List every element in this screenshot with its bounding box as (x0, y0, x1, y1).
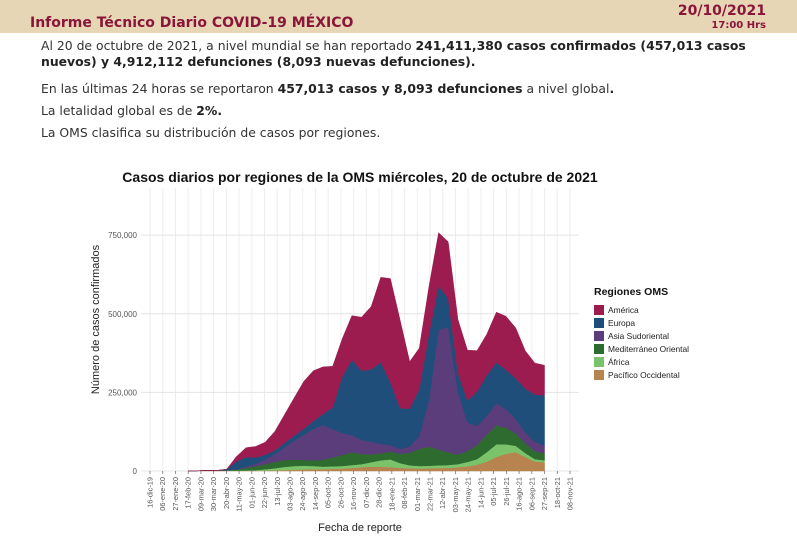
lethality-text: La letalidad global es de (41, 103, 197, 118)
legend-swatch (594, 304, 604, 315)
x-tick-label: 14-sep-20 (311, 477, 320, 510)
report-title: Informe Técnico Diario COVID-19 MÉXICO (30, 15, 354, 31)
oms-paragraph: La OMS clasifica su distribución de caso… (41, 125, 781, 141)
last-24h-suffix: a nivel global (522, 81, 610, 96)
chart-title: Casos diarios por regiones de la OMS mié… (122, 169, 598, 185)
x-tick-label: 01-mar-21 (413, 477, 422, 511)
x-axis-label: Fecha de reporte (318, 522, 402, 534)
x-tick-label: 28-dic-20 (375, 477, 384, 508)
x-tick-label: 06-sep-21 (527, 477, 536, 510)
summary-text: Al 20 de octubre de 2021, a nivel mundia… (41, 38, 416, 53)
last-24h-paragraph: En las últimas 24 horas se reportaron 45… (41, 81, 781, 97)
y-tick-label: 500,000 (108, 310, 137, 319)
summary-highlight: 241,411,380 casos confirmados (457,013 c… (41, 38, 746, 69)
x-tick-label: 30-mar-20 (209, 477, 218, 511)
y-axis-label: Número de casos confirmados (90, 244, 102, 394)
x-tick-label: 03-may-21 (451, 477, 460, 512)
x-tick-label: 24-may-21 (464, 477, 473, 512)
x-tick-label: 01-jun-20 (247, 477, 256, 508)
legend-label: Mediterráneo Oriental (608, 343, 689, 354)
x-tick-label: 27-sep-21 (540, 477, 549, 510)
x-tick-label: 08-feb-21 (400, 477, 409, 509)
y-axis-ticks: 0 250,000 500,000 750,000 (108, 231, 137, 476)
x-tick-label: 06-ene-20 (158, 477, 167, 511)
x-tick-label: 27-ene-20 (171, 477, 180, 511)
legend-swatch (594, 369, 604, 380)
x-tick-label: 16-dic-19 (146, 477, 155, 508)
x-tick-label: 24-ago-20 (298, 477, 307, 511)
last-24h-text: En las últimas 24 horas se reportaron (41, 81, 278, 96)
chart-areas (188, 232, 545, 472)
legend-label: África (608, 356, 630, 367)
summary-paragraph: Al 20 de octubre de 2021, a nivel mundia… (41, 38, 781, 70)
y-tick-label: 250,000 (108, 388, 137, 397)
last-24h-highlight: 457,013 casos y 8,093 defunciones (277, 81, 523, 96)
chart-legend: Regiones OMS América Europa Asia Sudorient… (594, 286, 734, 381)
legend-items: América Europa Asia Sudoriental Mediterráne… (594, 303, 734, 381)
legend-label: América (608, 304, 639, 315)
y-tick-label: 0 (133, 467, 138, 476)
x-tick-label: 03-ago-20 (286, 477, 295, 511)
legend-item: Mediterráneo Oriental (594, 342, 734, 355)
x-tick-label: 26-jul-21 (502, 477, 511, 506)
legend-swatch (594, 356, 604, 367)
header-bar (0, 0, 797, 33)
legend-label: Europa (608, 317, 636, 328)
legend-swatch (594, 343, 604, 354)
x-tick-label: 07-dic-20 (362, 477, 371, 508)
x-axis-ticks: 16-dic-19 06-ene-20 27-ene-20 17-feb-20 09-m… (146, 471, 575, 512)
legend-label: Pacífico Occidental (608, 369, 680, 380)
x-tick-label: 20-abr-20 (222, 477, 231, 509)
x-tick-label: 05-jul-21 (489, 477, 498, 506)
x-tick-label: 18-oct-21 (553, 477, 562, 508)
x-tick-label: 22-mar-21 (426, 477, 435, 511)
x-tick-label: 26-oct-20 (336, 477, 345, 508)
x-tick-label: 08-nov-21 (566, 477, 575, 510)
x-tick-label: 17-feb-20 (184, 477, 193, 509)
oms-text: La OMS clasifica su distribución de caso… (41, 125, 381, 140)
x-tick-label: 09-mar-20 (196, 477, 205, 511)
legend-item: África (594, 355, 734, 368)
legend-title: Regiones OMS (594, 286, 669, 298)
lethality-paragraph: La letalidad global es de 2%. (41, 103, 781, 119)
legend-swatch (594, 330, 604, 341)
x-tick-label: 16-ago-21 (515, 477, 524, 511)
legend-swatch (594, 317, 604, 328)
x-tick-label: 05-oct-20 (324, 477, 333, 508)
lethality-value: 2%. (196, 103, 223, 118)
legend-item: Asia Sudoriental (594, 329, 734, 342)
x-tick-label: 22-jun-20 (260, 477, 269, 508)
x-tick-label: 13-jul-20 (273, 477, 282, 506)
area-series-america (188, 232, 545, 472)
x-tick-label: 11-may-20 (235, 477, 244, 512)
report-time: 17:00 Hrs (711, 20, 766, 31)
y-tick-label: 750,000 (108, 231, 137, 240)
report-date: 20/10/2021 (677, 3, 766, 19)
legend-label: Asia Sudoriental (608, 330, 669, 341)
x-tick-label: 12-abr-21 (438, 477, 447, 509)
legend-item: Europa (594, 316, 734, 329)
legend-item: América (594, 303, 734, 316)
x-tick-label: 16-nov-20 (349, 477, 358, 510)
last-24h-period: . (609, 81, 615, 96)
legend-item: Pacífico Occidental (594, 368, 734, 381)
x-tick-label: 14-jun-21 (476, 477, 485, 508)
x-tick-label: 18-ene-21 (387, 477, 396, 511)
